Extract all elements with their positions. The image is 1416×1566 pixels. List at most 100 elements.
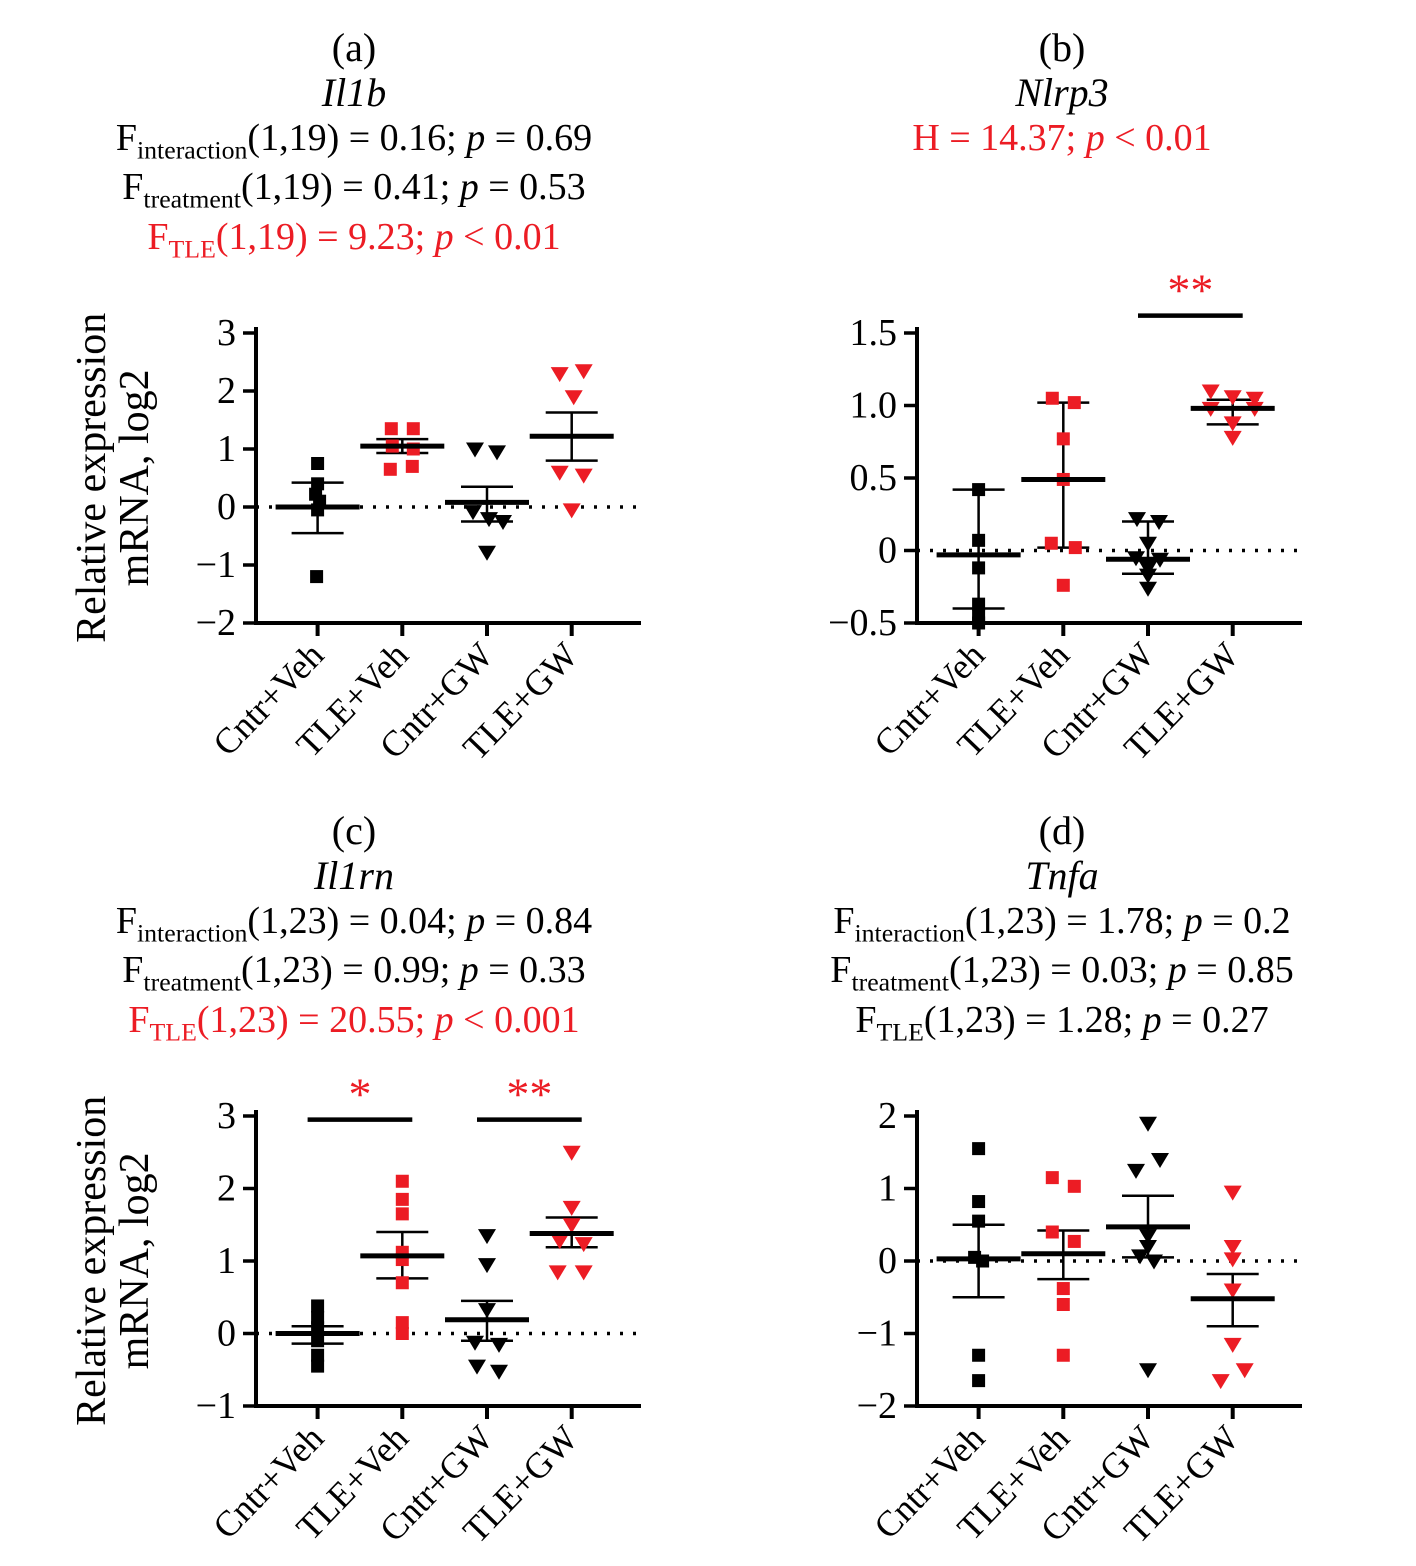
stat-line: Finteraction(1,23) = 1.78; p = 0.2 bbox=[833, 899, 1291, 948]
data-point-triangle bbox=[1151, 1153, 1169, 1168]
panel-letter-d: (d) bbox=[1038, 808, 1086, 853]
stats-block-b: H = 14.37; p < 0.01 bbox=[912, 116, 1211, 160]
y-tick-label: 1 bbox=[878, 1168, 897, 1210]
y-tick-label: 1 bbox=[217, 1240, 236, 1282]
stat-line: FTLE(1,23) = 20.55; p < 0.001 bbox=[128, 999, 580, 1047]
data-point-triangle bbox=[1223, 390, 1242, 406]
data-point-square bbox=[1045, 1225, 1059, 1239]
data-point-triangle bbox=[468, 1359, 486, 1375]
data-point-square bbox=[1056, 1298, 1070, 1311]
data-point-square bbox=[395, 1327, 409, 1340]
data-point-square bbox=[1044, 536, 1058, 550]
significance-label: ** bbox=[1167, 265, 1213, 316]
data-point-triangle bbox=[550, 1234, 569, 1250]
y-tick-label: 3 bbox=[217, 1095, 236, 1137]
y-axis-label-c: Relative expression mRNA, log2 bbox=[67, 1061, 161, 1461]
panel-c: (c) Il1rn Finteraction(1,23) = 0.04; p =… bbox=[0, 783, 708, 1566]
data-point-triangle bbox=[550, 367, 569, 383]
y-tick-label: 2 bbox=[217, 370, 236, 412]
data-point-square bbox=[972, 616, 986, 630]
data-point-square bbox=[1067, 396, 1081, 410]
data-point-triangle bbox=[562, 1200, 581, 1216]
chart-row-b: 1.5 1.0 0.5 0 −0.5 ** Cntr+Veh TLE+Veh Cntr+GW TL… bbox=[708, 265, 1416, 783]
data-point-square bbox=[311, 1311, 325, 1325]
gene-title-il1rn: Il1rn bbox=[313, 852, 394, 898]
data-point-triangle bbox=[478, 1258, 496, 1274]
y-tick-label: 0 bbox=[878, 1240, 897, 1282]
data-point-square bbox=[395, 1174, 409, 1188]
gene-title-nlrp3: Nlrp3 bbox=[1015, 69, 1109, 115]
data-point-triangle bbox=[1139, 581, 1157, 597]
significance-label: ** bbox=[506, 1069, 552, 1120]
data-point-square bbox=[311, 1359, 325, 1373]
scatter-plot-il1rn: 3 2 1 0 −1 * ** Cntr+Veh TLE+Veh Cntr+GW TLE+GW bbox=[161, 1061, 641, 1566]
y-tick-label: 0 bbox=[878, 530, 897, 572]
scatter-chart-svg: 1.51.00.50−0.5**Cntr+VehTLE+VehCntr+GWTL… bbox=[828, 265, 1302, 768]
data-point-square bbox=[972, 1195, 986, 1209]
panel-b-header: (b) Nlrp3 H = 14.37; p < 0.01 bbox=[912, 0, 1211, 278]
data-point-triangle bbox=[574, 1237, 593, 1253]
data-point-triangle bbox=[1139, 568, 1157, 584]
data-point-triangle bbox=[1127, 1163, 1145, 1179]
data-point-triangle bbox=[1223, 430, 1242, 446]
y-tick-label: 0 bbox=[217, 1313, 236, 1355]
data-point-square bbox=[310, 570, 324, 584]
data-point-triangle bbox=[1150, 515, 1168, 530]
data-point-triangle bbox=[1223, 1252, 1242, 1268]
data-point-triangle bbox=[1139, 1240, 1157, 1255]
data-point-triangle bbox=[574, 468, 593, 484]
data-point-triangle bbox=[1211, 1374, 1230, 1390]
stat-line: FTLE(1,19) = 9.23; p < 0.01 bbox=[147, 216, 561, 264]
panel-letter-b: (b) bbox=[1038, 25, 1086, 70]
data-point-triangle bbox=[466, 442, 484, 458]
data-point-triangle bbox=[1131, 1249, 1149, 1265]
data-point-triangle bbox=[548, 1265, 567, 1281]
data-point-triangle bbox=[1139, 1363, 1157, 1379]
data-point-triangle bbox=[478, 545, 496, 561]
stat-line: H = 14.37; p < 0.01 bbox=[912, 116, 1212, 159]
y-tick-label: 0 bbox=[217, 486, 236, 528]
data-point-triangle bbox=[574, 364, 593, 380]
panel-a-header: (a) Il1b Finteraction(1,19) = 0.16; p = … bbox=[116, 0, 592, 278]
data-point-triangle bbox=[490, 1337, 508, 1353]
data-point-triangle bbox=[1235, 1363, 1254, 1379]
y-tick-label: −1 bbox=[196, 544, 236, 586]
data-point-square bbox=[311, 457, 325, 470]
data-point-square bbox=[311, 1299, 325, 1313]
data-point-triangle bbox=[488, 445, 506, 461]
data-point-square bbox=[405, 459, 419, 473]
stat-line: Ftreatment(1,23) = 0.03; p = 0.85 bbox=[830, 949, 1294, 998]
data-point-square bbox=[972, 1142, 986, 1156]
data-point-triangle bbox=[1223, 1337, 1242, 1353]
y-tick-label: −2 bbox=[857, 1385, 897, 1427]
stat-line: Ftreatment(1,19) = 0.41; p = 0.53 bbox=[122, 166, 586, 215]
data-point-triangle bbox=[1139, 1116, 1157, 1132]
data-point-triangle bbox=[464, 505, 482, 521]
data-point-triangle bbox=[564, 390, 583, 406]
stat-line: Finteraction(1,23) = 0.04; p = 0.84 bbox=[115, 899, 593, 948]
data-point-square bbox=[395, 1316, 409, 1330]
data-point-square bbox=[1056, 432, 1070, 446]
panel-c-header: (c) Il1rn Finteraction(1,23) = 0.04; p =… bbox=[116, 783, 592, 1061]
data-point-triangle bbox=[562, 1218, 581, 1234]
data-point-square bbox=[311, 1321, 325, 1335]
panel-a: (a) Il1b Finteraction(1,19) = 0.16; p = … bbox=[0, 0, 708, 783]
data-point-square bbox=[1067, 1179, 1081, 1193]
data-point-square bbox=[1056, 1348, 1070, 1362]
data-point-triangle bbox=[1139, 1229, 1157, 1245]
data-point-square bbox=[972, 1348, 986, 1362]
panel-letter-c: (c) bbox=[331, 808, 377, 853]
data-point-square bbox=[972, 1374, 986, 1388]
panel-b: (b) Nlrp3 H = 14.37; p < 0.01 1.5 1.0 0.5 0… bbox=[708, 0, 1416, 783]
data-point-square bbox=[406, 422, 420, 436]
data-point-square bbox=[395, 1207, 409, 1221]
data-point-triangle bbox=[1139, 536, 1157, 552]
data-point-square bbox=[395, 1276, 409, 1290]
gene-title-tnfa: Tnfa bbox=[1025, 852, 1099, 898]
data-point-triangle bbox=[1145, 1254, 1163, 1270]
data-point-square bbox=[383, 462, 397, 476]
data-point-square bbox=[1056, 578, 1070, 592]
data-point-square bbox=[1067, 1234, 1081, 1248]
